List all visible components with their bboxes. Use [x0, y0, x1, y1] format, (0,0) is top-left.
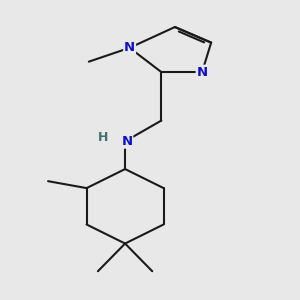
- Text: N: N: [121, 135, 133, 148]
- Text: N: N: [124, 41, 135, 54]
- Text: N: N: [196, 66, 208, 79]
- Text: H: H: [98, 131, 109, 144]
